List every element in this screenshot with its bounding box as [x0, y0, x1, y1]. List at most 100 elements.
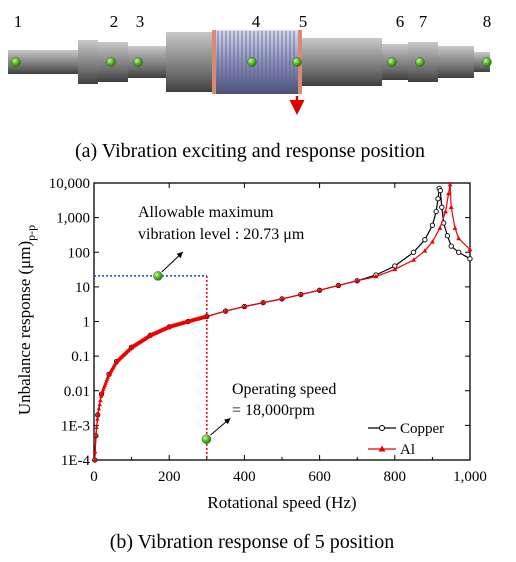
rotor-end-ring — [212, 30, 216, 94]
data-point-copper — [433, 208, 439, 215]
y-axis-label-sub: p-p — [24, 225, 38, 241]
y-tick-label: 1,000 — [56, 211, 90, 227]
data-point-copper — [429, 222, 436, 228]
position-label: 2 — [110, 12, 119, 31]
data-point-copper — [437, 188, 443, 194]
operating-speed-arrow — [210, 417, 231, 436]
x-axis: 0 200 400 600 800 1,000 — [90, 183, 487, 485]
position-label: 4 — [252, 12, 261, 31]
allowable-level-label-line: vibration level : 20.73 μm — [138, 226, 305, 243]
data-point-copper — [467, 256, 473, 262]
response-point — [292, 57, 302, 67]
data-point-al-dense — [97, 402, 102, 407]
data-point-copper — [448, 243, 454, 249]
allowable-level-label: Allowable maximum vibration level : 20.73… — [138, 204, 305, 243]
guide-lines — [94, 275, 208, 460]
shaft-segment — [474, 52, 490, 72]
chart: 0 200 400 600 800 1,000 1E-4 1E-3 0.01 0.1 1 10 100… — [15, 176, 487, 512]
x-tick-label: 0 — [90, 469, 98, 485]
data-point-al — [373, 273, 379, 279]
response-point — [415, 57, 425, 67]
data-point-al — [279, 296, 285, 301]
data-point-al-dense — [92, 449, 98, 454]
data-point-al-dense — [98, 393, 104, 398]
data-point-copper — [456, 249, 462, 255]
data-point-al-dense — [95, 416, 100, 421]
position-label: 7 — [419, 12, 428, 31]
legend-label-al: Al — [400, 442, 415, 458]
x-tick-label: 600 — [308, 469, 331, 485]
panel-a-caption: (a) Vibration exciting and response posi… — [75, 140, 425, 162]
legend-label-copper: Copper — [400, 421, 444, 437]
response-point — [387, 57, 397, 67]
response-point — [11, 57, 21, 67]
x-tick-label: 400 — [233, 469, 256, 485]
data-point-al — [452, 225, 458, 230]
data-point-copper — [410, 249, 417, 255]
data-point-al — [456, 235, 462, 241]
data-point-al-dense — [94, 425, 99, 430]
y-axis-label: Unbalance response (μm)p-p — [15, 225, 38, 415]
data-point-al — [411, 257, 416, 262]
annotations: Allowable maximum vibration level : 20.73… — [138, 204, 336, 444]
data-point-al — [95, 412, 101, 417]
operating-speed-label-line: Operating speed — [232, 381, 336, 398]
x-tick-label: 200 — [158, 469, 181, 485]
x-tick-label: 1,000 — [453, 469, 487, 485]
y-tick-label: 10,000 — [49, 176, 90, 192]
x-tick-label: 800 — [384, 469, 407, 485]
data-point-al-dense — [96, 406, 102, 411]
data-point-al — [354, 278, 360, 283]
y-tick-label: 1 — [83, 315, 91, 331]
position-label: 3 — [136, 12, 145, 31]
data-point-al — [392, 266, 398, 272]
operating-speed-marker — [201, 434, 212, 444]
position-label: 1 — [14, 12, 23, 31]
allowable-level-marker — [153, 271, 163, 281]
data-point-al — [92, 457, 98, 462]
data-point-al — [448, 204, 454, 210]
data-point-al — [223, 308, 228, 313]
data-point-al-dense — [95, 410, 101, 415]
shaft-segment — [78, 40, 98, 84]
allowable-level-label-line: Allowable maximum — [138, 204, 274, 221]
y-tick-label: 1E-4 — [61, 453, 91, 469]
series-layer — [92, 181, 473, 463]
data-point-al — [443, 208, 448, 214]
panel-b-caption: (b) Vibration response of 5 position — [110, 531, 395, 553]
response-point — [482, 57, 492, 67]
legend-marker-copper — [379, 425, 385, 431]
data-point-al — [336, 282, 341, 288]
data-point-al-dense — [98, 397, 103, 402]
y-axis-label-main: Unbalance response (μm) — [15, 241, 34, 415]
shaft-segment — [302, 38, 382, 86]
position-label: 8 — [483, 12, 492, 31]
response-point — [133, 57, 143, 67]
data-point-copper — [439, 204, 445, 210]
shaft-illustration — [8, 30, 490, 115]
data-point-al — [446, 190, 451, 196]
data-point-al — [467, 246, 473, 252]
x-axis-label: Rotational speed (Hz) — [207, 493, 356, 512]
y-tick-label: 10 — [75, 280, 90, 296]
data-point-copper — [435, 196, 441, 202]
operating-speed-label-line: = 18,000rpm — [232, 402, 315, 419]
shaft-segment — [438, 46, 474, 78]
shaft-segment — [166, 32, 214, 92]
data-point-al — [430, 239, 435, 244]
response-points — [11, 57, 492, 67]
data-point-copper — [444, 233, 451, 239]
y-tick-label: 0.01 — [64, 384, 90, 400]
data-point-al — [422, 248, 428, 253]
position-label: 5 — [299, 12, 308, 31]
y-tick-label: 1E-3 — [61, 418, 90, 434]
data-point-copper — [422, 237, 428, 243]
response-point — [247, 57, 257, 67]
operating-speed-label: Operating speed = 18,000rpm — [232, 381, 336, 419]
data-point-al — [298, 291, 304, 297]
y-tick-label: 100 — [68, 245, 91, 261]
y-tick-label: 0.1 — [71, 349, 90, 365]
legend: Copper Al — [368, 421, 444, 458]
rotor-core — [214, 30, 300, 94]
